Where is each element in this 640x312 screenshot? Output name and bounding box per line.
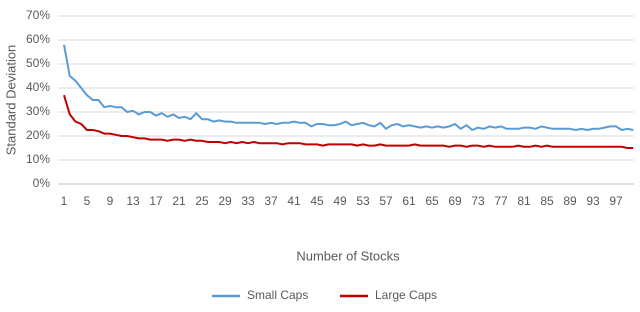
x-tick-label: 73 [471,194,485,208]
y-tick-label: 20% [26,128,50,142]
y-tick-label: 50% [26,56,50,70]
x-tick-label: 89 [563,194,577,208]
x-tick-label: 69 [448,194,462,208]
x-tick-label: 61 [402,194,416,208]
x-tick-label: 29 [218,194,232,208]
legend-label: Large Caps [375,288,437,302]
x-axis-title: Number of Stocks [296,248,400,263]
legend-label: Small Caps [247,288,308,302]
x-tick-label: 17 [149,194,163,208]
y-tick-label: 70% [26,8,50,22]
x-tick-label: 77 [494,194,508,208]
x-tick-label: 65 [425,194,439,208]
x-tick-label: 81 [517,194,531,208]
y-tick-label: 10% [26,152,50,166]
x-tick-label: 45 [310,194,324,208]
x-tick-label: 53 [356,194,370,208]
series-line [63,94,634,149]
series-line [63,44,634,131]
y-tick-label: 30% [26,104,50,118]
y-axis-title: Standard Deviation [3,45,18,156]
x-tick-label: 13 [126,194,140,208]
x-tick-label: 49 [333,194,347,208]
x-tick-label: 41 [287,194,301,208]
x-tick-label: 33 [241,194,255,208]
x-tick-label: 9 [107,194,114,208]
x-tick-label: 1 [61,194,68,208]
x-tick-label: 97 [609,194,623,208]
x-tick-label: 21 [172,194,186,208]
x-tick-label: 37 [264,194,278,208]
x-tick-label: 25 [195,194,209,208]
x-tick-label: 93 [586,194,600,208]
x-tick-label: 57 [379,194,393,208]
x-tick-label: 85 [540,194,554,208]
y-tick-label: 60% [26,32,50,46]
y-tick-label: 40% [26,80,50,94]
y-tick-label: 0% [33,176,51,190]
x-tick-label: 5 [84,194,91,208]
